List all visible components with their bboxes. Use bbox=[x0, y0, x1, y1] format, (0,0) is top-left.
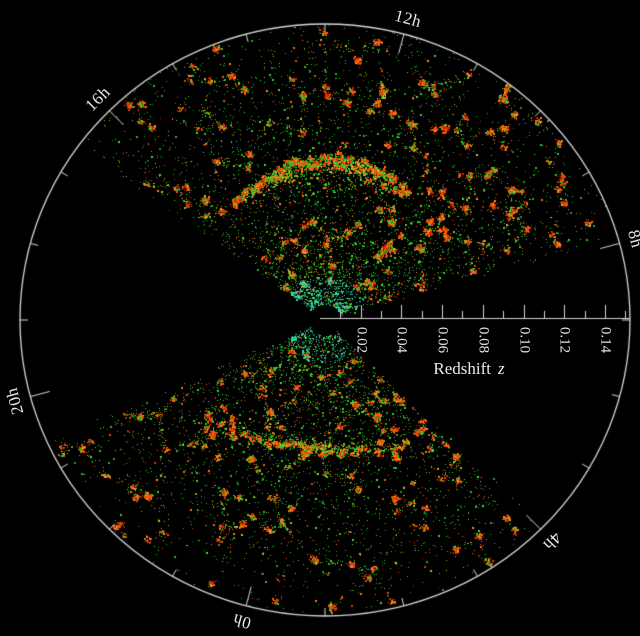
redshift-axis-title-word: Redshift bbox=[433, 359, 491, 378]
redshift-tick-label-0.02: 0.02 bbox=[353, 326, 370, 354]
redshift-tick-label-0.04: 0.04 bbox=[393, 326, 410, 354]
redshift-tick-label-0.12: 0.12 bbox=[556, 326, 573, 354]
redshift-tick-label-0.06: 0.06 bbox=[434, 326, 451, 354]
redshift-tick-label-0.14: 0.14 bbox=[597, 326, 614, 354]
redshift-tick-label-0.08: 0.08 bbox=[475, 326, 492, 354]
redshift-axis-title-symbol: z bbox=[497, 359, 505, 378]
redshift-axis-title: Redshift z bbox=[433, 359, 504, 379]
redshift-tick-label-0.10: 0.10 bbox=[516, 326, 532, 354]
